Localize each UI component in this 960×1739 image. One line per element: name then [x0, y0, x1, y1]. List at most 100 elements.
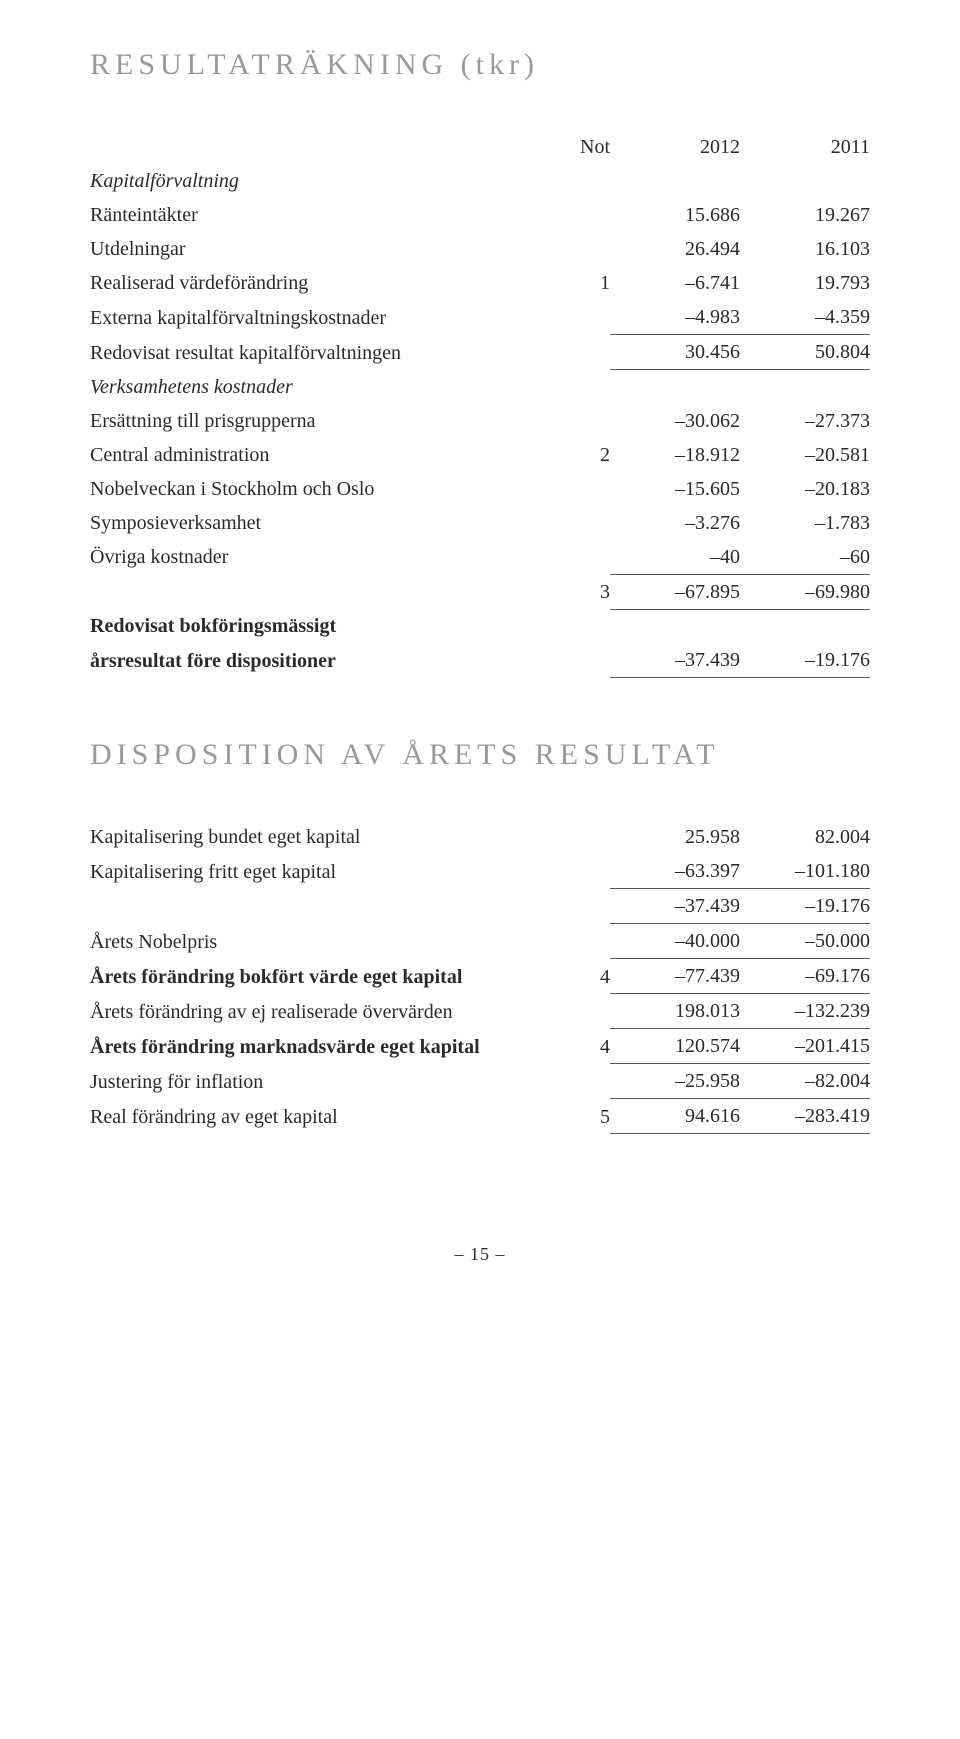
row-label: Nobelveckan i Stockholm och Oslo [90, 472, 540, 506]
table-row: Övriga kostnader –40 –60 [90, 540, 870, 575]
income-statement-table: Not 2012 2011 Kapitalförvaltning Räntein… [90, 130, 870, 678]
table-row: Årets förändring av ej realiserade överv… [90, 994, 870, 1029]
row-value: –40.000 [610, 924, 740, 959]
row-note: 5 [540, 1099, 610, 1134]
row-label: Externa kapitalförvaltningskostnader [90, 300, 540, 335]
table-row: Årets förändring bokfört värde eget kapi… [90, 959, 870, 994]
row-label: Årets förändring av ej realiserade överv… [90, 994, 540, 1029]
table-row: Kapitalisering bundet eget kapital 25.95… [90, 820, 870, 854]
table-row: Symposieverksamhet –3.276 –1.783 [90, 506, 870, 540]
row-value: 19.267 [740, 198, 870, 232]
row-label: Ränteintäkter [90, 198, 540, 232]
row-value: –37.439 [610, 643, 740, 678]
row-label: Årets förändring bokfört värde eget kapi… [90, 959, 540, 994]
row-value: –18.912 [610, 438, 740, 472]
row-value: –101.180 [740, 854, 870, 889]
row-label: Årets Nobelpris [90, 924, 540, 959]
row-value: –69.176 [740, 959, 870, 994]
row-label: Utdelningar [90, 232, 540, 266]
table-row: Realiserad värdeförändring 1 –6.741 19.7… [90, 266, 870, 300]
row-note [540, 335, 610, 370]
table-row: Ersättning till prisgrupperna –30.062 –2… [90, 404, 870, 438]
row-value: –77.439 [610, 959, 740, 994]
subtotal-row: Redovisat resultat kapitalförvaltningen … [90, 335, 870, 370]
row-value: 30.456 [610, 335, 740, 370]
table-row: Real förändring av eget kapital 5 94.616… [90, 1099, 870, 1134]
table-row: Årets förändring marknadsvärde eget kapi… [90, 1029, 870, 1064]
table-row: Kapitalisering fritt eget kapital –63.39… [90, 854, 870, 889]
row-value: –1.783 [740, 506, 870, 540]
row-value: 25.958 [610, 820, 740, 854]
row-value: –3.276 [610, 506, 740, 540]
row-note [540, 404, 610, 438]
row-label: Ersättning till prisgrupperna [90, 404, 540, 438]
row-value: –283.419 [740, 1099, 870, 1134]
row-note: 1 [540, 266, 610, 300]
row-value: –37.439 [610, 889, 740, 924]
row-value: 15.686 [610, 198, 740, 232]
row-value: 94.616 [610, 1099, 740, 1134]
row-value: –15.605 [610, 472, 740, 506]
col-header-note: Not [540, 130, 610, 164]
row-note [540, 540, 610, 575]
table-row: Utdelningar 26.494 16.103 [90, 232, 870, 266]
row-note [540, 994, 610, 1029]
row-note [540, 506, 610, 540]
page-container: RESULTATRÄKNING (tkr) Not 2012 2011 Kapi… [0, 0, 960, 1325]
row-value: 19.793 [740, 266, 870, 300]
row-label: Årets förändring marknadsvärde eget kapi… [90, 1029, 540, 1064]
row-note [540, 820, 610, 854]
row-value: 50.804 [740, 335, 870, 370]
row-value: –4.983 [610, 300, 740, 335]
subtotal-label: Redovisat resultat kapitalförvaltningen [90, 335, 540, 370]
row-value: –50.000 [740, 924, 870, 959]
row-note: 2 [540, 438, 610, 472]
row-note [540, 232, 610, 266]
row-note [540, 198, 610, 232]
row-value: –40 [610, 540, 740, 575]
row-note: 4 [540, 959, 610, 994]
row-value: –25.958 [610, 1064, 740, 1099]
group1-title: Kapitalförvaltning [90, 164, 540, 198]
row-value: –20.183 [740, 472, 870, 506]
row-value: –20.581 [740, 438, 870, 472]
group2-title: Verksamhetens kostnader [90, 370, 540, 404]
row-value: 16.103 [740, 232, 870, 266]
col-header-year2: 2011 [740, 130, 870, 164]
result-label-line2: årsresultat före dispositioner [90, 643, 540, 678]
section2-title: DISPOSITION AV ÅRETS RESULTAT [90, 738, 870, 772]
row-value: –201.415 [740, 1029, 870, 1064]
row-value: –30.062 [610, 404, 740, 438]
col-header-year1: 2012 [610, 130, 740, 164]
row-label: Kapitalisering bundet eget kapital [90, 820, 540, 854]
row-note [540, 1064, 610, 1099]
page-number: – 15 – [90, 1244, 870, 1265]
row-value: –19.176 [740, 643, 870, 678]
row-value: 198.013 [610, 994, 740, 1029]
result-label-line1: Redovisat bokföringsmässigt [90, 609, 540, 643]
subtotal-row: 3 –67.895 –69.980 [90, 574, 870, 609]
row-label: Realiserad värdeförändring [90, 266, 540, 300]
row-value: –69.980 [740, 574, 870, 609]
table-header-row: Not 2012 2011 [90, 130, 870, 164]
table-row: Ränteintäkter 15.686 19.267 [90, 198, 870, 232]
row-value: –67.895 [610, 574, 740, 609]
table-row: Central administration 2 –18.912 –20.581 [90, 438, 870, 472]
subtotal-row: –37.439 –19.176 [90, 889, 870, 924]
row-value: –4.359 [740, 300, 870, 335]
row-value: –132.239 [740, 994, 870, 1029]
row-value: –27.373 [740, 404, 870, 438]
row-note: 4 [540, 1029, 610, 1064]
row-note [540, 924, 610, 959]
row-note [540, 300, 610, 335]
row-label: Central administration [90, 438, 540, 472]
table-row: Externa kapitalförvaltningskostnader –4.… [90, 300, 870, 335]
row-value: –82.004 [740, 1064, 870, 1099]
row-value: 26.494 [610, 232, 740, 266]
row-value: –63.397 [610, 854, 740, 889]
row-value: 82.004 [740, 820, 870, 854]
row-label: Symposieverksamhet [90, 506, 540, 540]
row-value: –60 [740, 540, 870, 575]
row-value: –19.176 [740, 889, 870, 924]
disposition-table: Kapitalisering bundet eget kapital 25.95… [90, 820, 870, 1134]
